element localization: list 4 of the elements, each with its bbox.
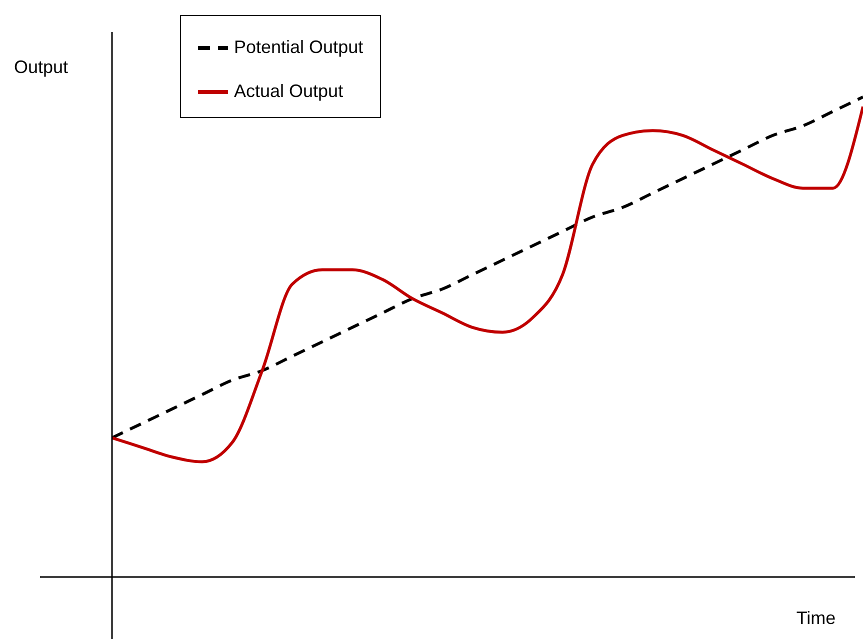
legend-label: Potential Output — [234, 37, 364, 57]
legend-label: Actual Output — [234, 81, 344, 101]
y-axis-title: Output — [14, 57, 68, 77]
x-axis-title: Time — [796, 608, 836, 628]
